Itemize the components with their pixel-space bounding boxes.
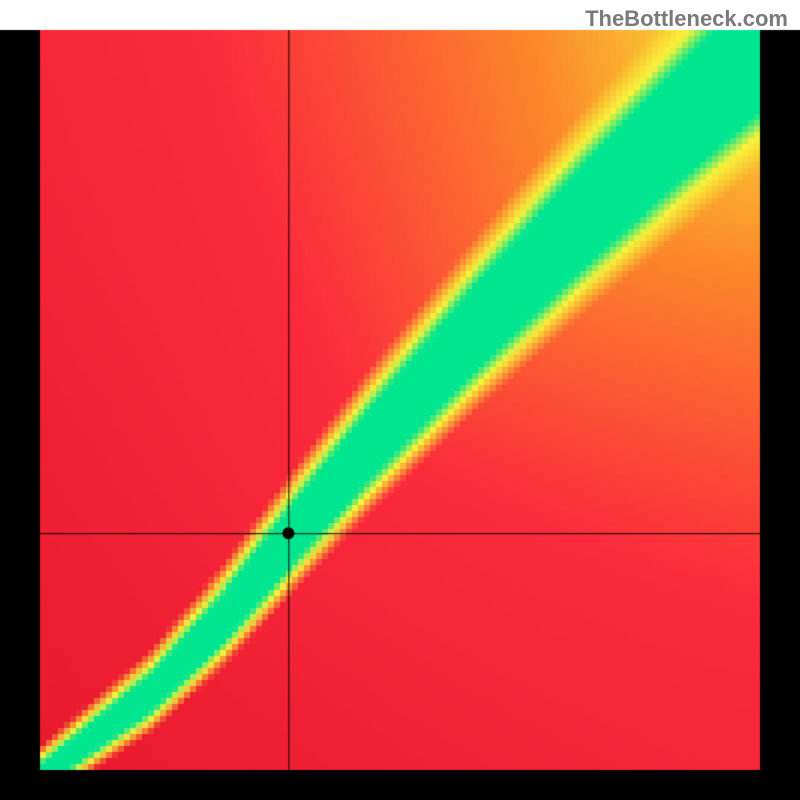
chart-container: TheBottleneck.com	[0, 0, 800, 800]
watermark-text: TheBottleneck.com	[585, 6, 788, 32]
heatmap-canvas	[0, 0, 800, 800]
